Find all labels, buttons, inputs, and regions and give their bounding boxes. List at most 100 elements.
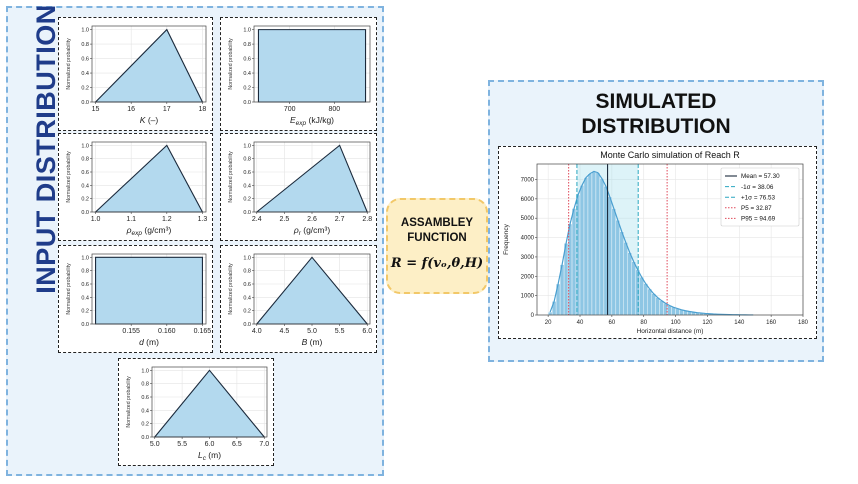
histogram-bar bbox=[623, 242, 628, 316]
histogram-bar bbox=[667, 305, 672, 316]
assembly-function-box: ASSAMBLEY FUNCTION R = f(vₒ,θ,H) bbox=[386, 198, 488, 294]
plot-Eexp: 0.0 0.2 0.4 0.6 0.8 1.0 700 800 Normalized proba… bbox=[228, 25, 371, 127]
histogram-bar bbox=[671, 307, 676, 316]
y-tick-label: 0.0 bbox=[243, 322, 251, 328]
y-tick-label: 1.0 bbox=[243, 143, 251, 149]
histogram-bar bbox=[591, 171, 597, 316]
legend-label: Mean = 57.30 bbox=[741, 173, 780, 180]
plot-frame bbox=[253, 25, 371, 103]
x-tick-label: 2.5 bbox=[280, 216, 290, 223]
histogram-bar bbox=[599, 178, 605, 316]
x-tick-label: 6.5 bbox=[232, 441, 242, 448]
x-tick-label: 40 bbox=[577, 320, 584, 326]
histogram-bar bbox=[615, 219, 621, 316]
chart-rhor: 0.0 0.2 0.4 0.6 0.8 1.0 2.4 2.5 2.6 2.7 2.8 Normali… bbox=[220, 133, 377, 241]
plot-frame bbox=[91, 141, 207, 213]
histogram-bar bbox=[631, 261, 636, 316]
x-axis-label: Horizontal distance (m) bbox=[637, 328, 704, 335]
y-tick-label: 0.0 bbox=[243, 100, 251, 106]
y-tick-label: 5000 bbox=[521, 216, 535, 222]
y-tick-label: 0.0 bbox=[81, 322, 89, 328]
y-tick-label: 0.4 bbox=[81, 295, 89, 301]
histogram-bar bbox=[595, 172, 601, 316]
y-tick-label: 1000 bbox=[521, 294, 535, 300]
y-axis-label: Normalized probability bbox=[66, 263, 72, 315]
x-tick-label: 0.165 bbox=[194, 328, 211, 335]
y-tick-label: 0.6 bbox=[81, 57, 89, 63]
x-tick-label: 140 bbox=[734, 320, 745, 326]
plot-frame bbox=[91, 253, 207, 325]
histogram-bar bbox=[639, 277, 644, 316]
x-tick-label: 16 bbox=[127, 106, 135, 113]
x-tick-label: 100 bbox=[671, 320, 682, 326]
x-tick-label: 80 bbox=[640, 320, 647, 326]
y-tick-label: 4000 bbox=[521, 236, 535, 242]
x-tick-label: 700 bbox=[284, 106, 296, 113]
x-tick-label: 2.4 bbox=[252, 216, 262, 223]
chart-K: 0.0 0.2 0.4 0.6 0.8 1.0 15 16 17 18 Normalized pro… bbox=[58, 17, 213, 131]
histogram-bar bbox=[579, 185, 585, 316]
x-tick-label: 5.5 bbox=[335, 328, 345, 335]
x-tick-label: 0.160 bbox=[158, 328, 176, 335]
plot-d: 0.0 0.2 0.4 0.6 0.8 1.0 0.155 0.160 0.165 Normali… bbox=[66, 253, 211, 347]
y-tick-label: 0.6 bbox=[243, 282, 251, 288]
y-tick-label: 6000 bbox=[521, 197, 535, 203]
monte-carlo-plot: Monte Carlo simulation of Reach R 0 1000 20… bbox=[503, 150, 809, 335]
histogram-bar bbox=[627, 252, 632, 316]
kde-curve bbox=[549, 170, 754, 316]
plot-rhoexp: 0.0 0.2 0.4 0.6 0.8 1.0 1.0 1.1 1.2 1.3 Normalized… bbox=[66, 141, 208, 237]
x-axis-label: d (m) bbox=[139, 337, 159, 347]
histogram-bar bbox=[607, 196, 613, 316]
histogram-bar bbox=[647, 288, 652, 316]
chart-rhoexp: 0.0 0.2 0.4 0.6 0.8 1.0 1.0 1.1 1.2 1.3 Normalized… bbox=[58, 133, 213, 241]
y-tick-label: 0.6 bbox=[81, 282, 89, 288]
y-axis-label: Normalized probability bbox=[228, 38, 234, 90]
simulated-title-line1: SIMULATED bbox=[595, 90, 717, 113]
x-axis-label: ρr (g/cm³) bbox=[293, 225, 330, 237]
x-tick-label: 5.5 bbox=[177, 441, 187, 448]
y-tick-label: 3000 bbox=[521, 255, 535, 261]
y-tick-label: 0.4 bbox=[81, 183, 89, 189]
x-tick-label: 2.8 bbox=[362, 216, 372, 223]
histogram-bar bbox=[659, 300, 664, 316]
y-tick-label: 1.0 bbox=[243, 255, 251, 261]
y-tick-label: 1.0 bbox=[141, 368, 149, 374]
y-tick-label: 0.8 bbox=[243, 42, 251, 48]
y-axis-label: Normalized probability bbox=[228, 151, 234, 203]
x-tick-label: 2.6 bbox=[307, 216, 317, 223]
histogram-title: Monte Carlo simulation of Reach R bbox=[600, 150, 740, 160]
x-axis-label: ρexp (g/cm³) bbox=[126, 225, 172, 237]
chart-B: 0.0 0.2 0.4 0.6 0.8 1.0 4.0 4.5 5.0 5.5 6.0 Normali… bbox=[220, 245, 377, 353]
x-tick-label: 6.0 bbox=[205, 441, 215, 448]
histogram-bar bbox=[547, 311, 553, 316]
assembly-title-line1: ASSAMBLEY bbox=[400, 217, 474, 229]
histogram-bar bbox=[611, 208, 617, 316]
x-tick-label: 120 bbox=[702, 320, 713, 326]
legend-label: P5 = 32.87 bbox=[741, 205, 772, 212]
y-tick-label: 0.6 bbox=[243, 57, 251, 63]
assembly-formula: R = f(vₒ,θ,H) bbox=[390, 256, 484, 271]
x-tick-label: 1.3 bbox=[198, 216, 208, 223]
y-tick-label: 0.2 bbox=[141, 422, 149, 428]
histogram-bar bbox=[655, 297, 660, 316]
plot-rhor: 0.0 0.2 0.4 0.6 0.8 1.0 2.4 2.5 2.6 2.7 2.8 Normali… bbox=[228, 141, 372, 237]
histogram-bar bbox=[619, 231, 625, 316]
x-tick-label: 1.2 bbox=[162, 216, 172, 223]
plot-frame bbox=[536, 163, 804, 316]
distribution-shape-rhoexp bbox=[94, 144, 204, 213]
x-tick-label: 15 bbox=[92, 106, 100, 113]
chart-Lc: 0.0 0.2 0.4 0.6 0.8 1.0 5.0 5.5 6.0 6.5 7.0 Normali… bbox=[118, 358, 274, 466]
y-tick-label: 0.8 bbox=[243, 157, 251, 163]
y-tick-label: 0 bbox=[531, 313, 535, 319]
simulated-title-line2: DISTRIBUTION bbox=[581, 115, 731, 138]
y-tick-label: 0.2 bbox=[243, 197, 251, 203]
y-tick-label: 0.4 bbox=[243, 71, 251, 77]
y-tick-label: 0.8 bbox=[81, 157, 89, 163]
y-axis-label: Frequency bbox=[503, 223, 510, 254]
x-axis-label: Eexp (kJ/kg) bbox=[290, 115, 334, 127]
x-axis-label: B (m) bbox=[302, 337, 323, 347]
y-tick-label: 0.6 bbox=[141, 395, 149, 401]
y-tick-label: 0.4 bbox=[141, 408, 149, 414]
x-tick-label: 4.5 bbox=[280, 328, 290, 335]
y-axis-label: Normalized probability bbox=[228, 263, 234, 315]
